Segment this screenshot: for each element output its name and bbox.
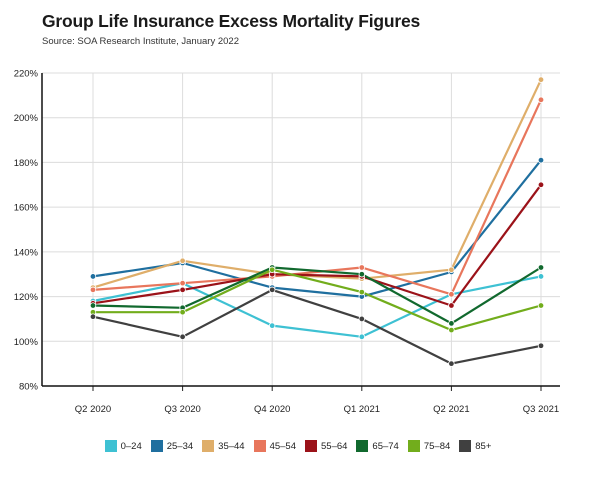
legend-swatch [104, 440, 117, 452]
series-line-0 [92, 275, 542, 338]
y-tick-label: 80% [19, 382, 39, 393]
series-point-5 [537, 264, 545, 271]
legend-item: 85+ [459, 440, 491, 452]
series-point-1 [89, 273, 97, 280]
series-point-6 [448, 326, 455, 334]
series-point-3 [179, 279, 186, 287]
series-line-4 [92, 184, 542, 307]
series-point-1 [537, 156, 545, 164]
y-tick-label: 120% [14, 292, 39, 303]
series-point-7 [448, 360, 455, 367]
y-tick-label: 180% [14, 158, 39, 169]
series-point-0 [537, 273, 545, 280]
series-point-4 [448, 302, 455, 309]
chart-title: Group Life Insurance Excess Mortality Fi… [42, 11, 421, 31]
series-point-4 [179, 286, 186, 294]
legend-label: 65–74 [372, 440, 399, 452]
legend-item: 35–44 [202, 440, 245, 452]
legend-label: 25–34 [166, 440, 194, 452]
x-tick-label: Q2 2020 [75, 404, 111, 415]
series-point-5 [358, 271, 365, 278]
chart-subtitle: Source: SOA Research Institute, January … [42, 36, 239, 47]
legend-label: 55–64 [321, 440, 348, 452]
series-point-6 [537, 302, 545, 309]
series-point-7 [89, 313, 97, 320]
y-tick-label: 140% [14, 247, 39, 258]
x-tick-label: Q1 2021 [344, 404, 380, 415]
legend-item: 45–54 [253, 440, 296, 452]
series-point-2 [179, 257, 186, 264]
x-tick-label: Q4 2020 [254, 404, 290, 415]
legend-label: 85+ [475, 440, 492, 452]
legend-item: 0–24 [104, 440, 142, 452]
series-point-3 [448, 291, 455, 298]
series-line-7 [92, 288, 542, 365]
legend-swatch [305, 440, 317, 452]
series-point-4 [537, 181, 545, 188]
legend-swatch [150, 440, 163, 452]
series-point-0 [269, 322, 276, 329]
series-point-6 [269, 266, 276, 273]
series-point-7 [269, 286, 276, 294]
series-point-5 [448, 320, 455, 327]
series-point-6 [358, 288, 365, 296]
series-point-7 [358, 315, 365, 323]
series-point-3 [537, 96, 545, 104]
y-tick-label: 220% [14, 69, 39, 80]
series-line-2 [92, 79, 542, 289]
series-point-3 [358, 264, 365, 271]
legend-swatch [356, 440, 369, 452]
legend-swatch [407, 440, 420, 452]
series-point-3 [89, 286, 97, 294]
series-line-5 [92, 266, 542, 325]
legend-swatch [459, 440, 472, 452]
chart-legend: 0–24 25–34 35–44 45–54 55–64 65–74 75–84 85+ [0, 440, 596, 452]
legend-swatch [202, 440, 215, 452]
series-point-2 [537, 76, 545, 83]
y-tick-label: 160% [14, 203, 39, 214]
legend-item: 65–74 [356, 440, 399, 452]
legend-item: 55–64 [305, 440, 347, 452]
series-point-7 [537, 342, 545, 349]
legend-label: 0–24 [120, 440, 142, 452]
series-point-5 [89, 302, 97, 309]
series-point-6 [179, 309, 186, 316]
legend-label: 35–44 [218, 440, 245, 452]
legend-item: 25–34 [150, 440, 194, 452]
series-point-0 [358, 333, 365, 341]
series-line-6 [93, 268, 542, 332]
legend-swatch [253, 440, 266, 452]
x-tick-label: Q3 2021 [523, 404, 559, 415]
y-tick-label: 100% [14, 337, 39, 348]
legend-item: 75–84 [407, 440, 451, 452]
series-point-7 [179, 333, 186, 341]
x-tick-label: Q3 2020 [164, 404, 200, 415]
legend-label: 75–84 [423, 440, 451, 452]
series-point-2 [448, 266, 455, 273]
series-line-3 [92, 99, 542, 296]
legend-label: 45–54 [269, 440, 296, 452]
y-tick-label: 200% [14, 113, 39, 124]
x-tick-label: Q2 2021 [433, 404, 469, 415]
